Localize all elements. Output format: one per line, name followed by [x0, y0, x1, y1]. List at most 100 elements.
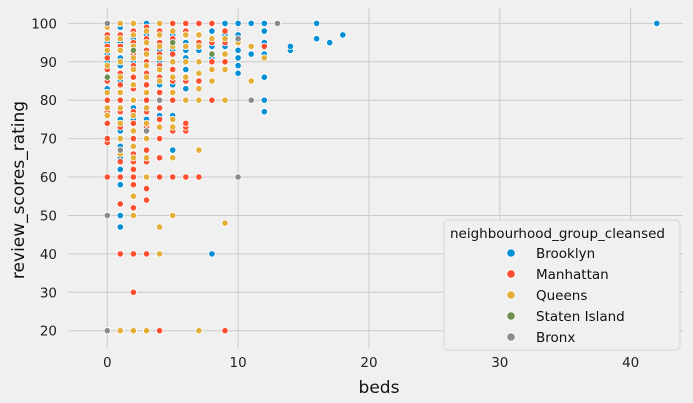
data-point	[142, 73, 151, 81]
y-tick-label: 90	[40, 55, 57, 71]
y-tick-label: 70	[40, 132, 57, 148]
data-point	[116, 200, 124, 208]
data-point	[221, 27, 229, 35]
data-point	[182, 58, 190, 66]
data-point	[116, 119, 124, 127]
data-point	[103, 119, 111, 127]
data-point	[221, 65, 229, 74]
legend-label: Staten Island	[536, 309, 625, 325]
data-point	[129, 211, 137, 220]
data-point	[260, 96, 268, 104]
data-point	[116, 81, 124, 89]
data-point	[156, 96, 164, 104]
data-point	[129, 192, 137, 200]
data-point	[142, 96, 151, 104]
data-point	[195, 173, 203, 181]
data-point	[169, 50, 177, 58]
data-point	[234, 35, 242, 43]
data-point	[142, 88, 151, 97]
data-point	[116, 35, 124, 43]
data-point	[195, 31, 203, 39]
data-point	[116, 73, 124, 81]
data-point	[116, 46, 124, 54]
data-point	[129, 142, 137, 150]
data-point	[103, 96, 111, 104]
y-axis-ticks: 20 30 40 50 60 70 80 90 100	[31, 16, 57, 339]
data-point	[116, 327, 124, 335]
data-point	[221, 19, 229, 27]
data-point	[156, 104, 164, 112]
data-point	[142, 81, 151, 89]
data-point	[169, 154, 177, 162]
x-tick-label: 10	[230, 355, 247, 371]
data-point	[182, 119, 190, 127]
data-point	[156, 250, 164, 258]
data-point	[169, 38, 177, 47]
data-point	[208, 19, 216, 27]
data-point	[208, 77, 216, 85]
data-point	[156, 135, 164, 143]
data-point	[312, 19, 321, 27]
x-tick-label: 40	[622, 355, 639, 371]
data-point	[129, 31, 137, 39]
legend-marker	[506, 269, 516, 279]
x-tick-label: 30	[491, 355, 508, 371]
data-point	[129, 19, 137, 27]
data-point	[116, 165, 124, 173]
data-point	[103, 88, 111, 97]
data-point	[339, 31, 347, 39]
data-point	[129, 65, 137, 74]
data-point	[208, 65, 216, 74]
data-point	[129, 154, 137, 162]
data-point	[156, 154, 164, 162]
data-point	[116, 250, 124, 258]
data-point	[142, 146, 151, 154]
data-point	[221, 35, 229, 43]
data-point	[129, 46, 137, 54]
data-point	[116, 88, 124, 97]
data-point	[103, 73, 111, 81]
data-point	[103, 112, 111, 120]
data-point	[129, 173, 137, 181]
data-point	[116, 181, 124, 189]
data-point	[156, 54, 164, 62]
data-point	[234, 19, 242, 27]
data-point	[169, 65, 177, 74]
data-point	[156, 77, 164, 85]
data-point	[129, 165, 137, 173]
data-point	[182, 31, 190, 39]
data-point	[103, 19, 111, 27]
data-point	[195, 146, 203, 154]
data-point	[169, 123, 177, 131]
y-axis-label: review_scores_rating	[9, 101, 29, 279]
data-point	[195, 42, 203, 51]
data-point	[169, 58, 177, 66]
data-point	[156, 19, 164, 27]
data-point	[208, 50, 216, 58]
data-point	[247, 96, 255, 104]
data-point	[116, 158, 124, 166]
x-axis-label: beds	[359, 378, 400, 398]
data-point	[156, 88, 164, 97]
data-point	[234, 46, 242, 54]
data-point	[156, 31, 164, 39]
data-point	[142, 196, 151, 204]
data-point	[260, 73, 268, 81]
data-point	[129, 181, 137, 189]
data-point	[273, 19, 281, 27]
data-point	[195, 327, 203, 335]
data-point	[260, 108, 268, 116]
data-point	[221, 96, 229, 104]
data-point	[169, 73, 177, 81]
data-point	[156, 115, 164, 124]
data-point	[195, 77, 203, 85]
data-point	[195, 85, 203, 93]
data-point	[169, 211, 177, 220]
data-point	[156, 123, 164, 131]
data-point	[260, 54, 268, 62]
data-point	[169, 146, 177, 154]
data-point	[286, 42, 294, 51]
data-point	[129, 127, 137, 135]
legend-marker	[506, 311, 516, 321]
data-point	[116, 223, 124, 231]
